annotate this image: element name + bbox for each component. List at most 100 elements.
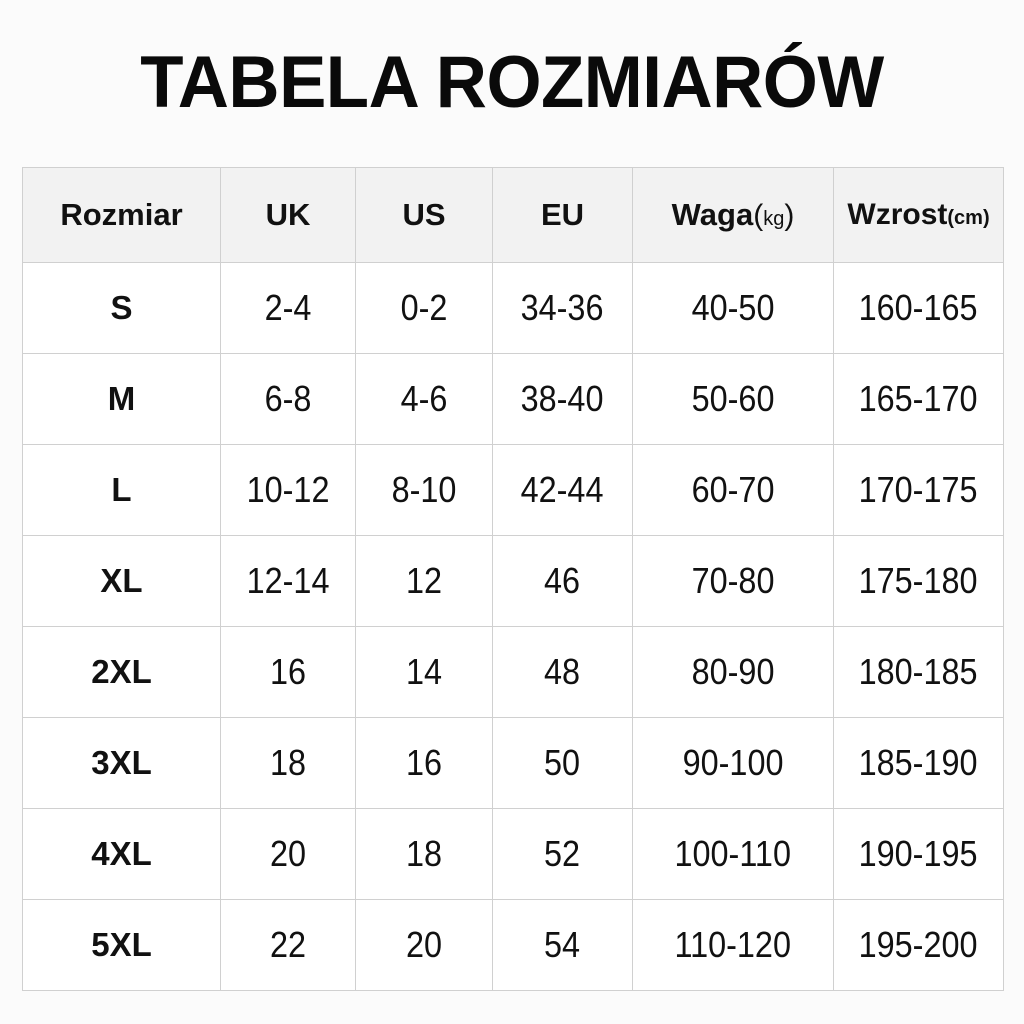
cell-size: 2XL xyxy=(22,626,221,718)
cell-eu: 42-44 xyxy=(492,444,633,536)
cell-eu: 54 xyxy=(492,899,633,991)
cell-size: 5XL xyxy=(22,899,221,991)
size-table: Rozmiar UK US EU Waga(kg) Wzrost(cm) S 2-… xyxy=(22,167,1004,991)
cell-value-uk: 6-8 xyxy=(264,378,312,419)
cell-us: 18 xyxy=(355,808,493,900)
cell-value-weight: 80-90 xyxy=(691,651,775,692)
cell-value-height: 160-165 xyxy=(859,287,978,328)
cell-height: 175-180 xyxy=(833,535,1004,627)
cell-weight: 60-70 xyxy=(632,444,834,536)
column-header-us: US xyxy=(355,167,493,263)
cell-weight: 50-60 xyxy=(632,353,834,445)
table-body: S 2-4 0-2 34-36 40-50 160-165 M 6-8 4-6 38-40 50-6… xyxy=(22,262,1004,991)
column-header-eu: EU xyxy=(492,167,633,263)
cell-eu: 34-36 xyxy=(492,262,633,354)
cell-uk: 18 xyxy=(220,717,356,809)
cell-eu: 46 xyxy=(492,535,633,627)
cell-weight: 100-110 xyxy=(632,808,834,900)
cell-weight: 90-100 xyxy=(632,717,834,809)
column-header-size: Rozmiar xyxy=(22,167,221,263)
cell-value-eu: 52 xyxy=(544,833,581,874)
cell-us: 16 xyxy=(355,717,493,809)
size-table-container: Rozmiar UK US EU Waga(kg) Wzrost(cm) S 2-… xyxy=(22,167,1004,991)
cell-value-weight: 90-100 xyxy=(682,742,784,783)
cell-us: 20 xyxy=(355,899,493,991)
cell-us: 12 xyxy=(355,535,493,627)
cell-value-height: 195-200 xyxy=(859,924,978,965)
table-row: M 6-8 4-6 38-40 50-60 165-170 xyxy=(22,353,1004,445)
cell-value-us: 0-2 xyxy=(400,287,448,328)
cell-uk: 10-12 xyxy=(220,444,356,536)
cell-value-uk: 2-4 xyxy=(264,287,312,328)
cell-eu: 52 xyxy=(492,808,633,900)
weight-paren-close: ) xyxy=(784,199,795,232)
cell-value-weight: 70-80 xyxy=(691,560,775,601)
cell-height: 195-200 xyxy=(833,899,1004,991)
column-header-height: Wzrost(cm) xyxy=(833,167,1004,263)
cell-eu: 38-40 xyxy=(492,353,633,445)
cell-value-height: 165-170 xyxy=(859,378,978,419)
page-title: TABELA ROZMIARÓW xyxy=(140,42,884,123)
table-row: 5XL 22 20 54 110-120 195-200 xyxy=(22,899,1004,991)
weight-paren-open: ( xyxy=(753,199,764,232)
cell-size: 3XL xyxy=(22,717,221,809)
cell-value-eu: 46 xyxy=(544,560,581,601)
cell-value-weight: 60-70 xyxy=(691,469,775,510)
cell-value-height: 180-185 xyxy=(859,651,978,692)
cell-value-us: 14 xyxy=(405,651,443,692)
cell-weight: 110-120 xyxy=(632,899,834,991)
cell-value-us: 8-10 xyxy=(391,469,457,510)
cell-weight: 40-50 xyxy=(632,262,834,354)
cell-value-height: 175-180 xyxy=(859,560,978,601)
table-row: 4XL 20 18 52 100-110 190-195 xyxy=(22,808,1004,900)
column-header-height-label: Wzrost xyxy=(847,198,948,231)
cell-size: 4XL xyxy=(22,808,221,900)
column-header-weight-label: Waga xyxy=(671,197,754,232)
cell-eu: 50 xyxy=(492,717,633,809)
cell-value-eu: 54 xyxy=(544,924,581,965)
cell-weight: 80-90 xyxy=(632,626,834,718)
cell-value-height: 190-195 xyxy=(859,833,978,874)
cell-uk: 16 xyxy=(220,626,356,718)
cell-value-uk: 12-14 xyxy=(246,560,330,601)
cell-value-us: 4-6 xyxy=(400,378,448,419)
cell-uk: 20 xyxy=(220,808,356,900)
weight-unit: kg xyxy=(763,208,785,230)
cell-value-eu: 34-36 xyxy=(521,287,604,328)
cell-uk: 12-14 xyxy=(220,535,356,627)
cell-us: 4-6 xyxy=(355,353,493,445)
cell-value-eu: 38-40 xyxy=(521,378,604,419)
cell-value-us: 20 xyxy=(405,924,443,965)
column-header-weight: Waga(kg) xyxy=(632,167,834,263)
table-row: 3XL 18 16 50 90-100 185-190 xyxy=(22,717,1004,809)
header-row: Rozmiar UK US EU Waga(kg) Wzrost(cm) xyxy=(22,167,1004,263)
cell-height: 160-165 xyxy=(833,262,1004,354)
cell-value-height: 185-190 xyxy=(859,742,978,783)
cell-height: 165-170 xyxy=(833,353,1004,445)
cell-value-weight: 110-120 xyxy=(674,924,792,965)
cell-value-uk: 22 xyxy=(269,924,307,965)
cell-value-weight: 50-60 xyxy=(691,378,775,419)
cell-value-uk: 18 xyxy=(269,742,307,783)
cell-uk: 6-8 xyxy=(220,353,356,445)
cell-uk: 2-4 xyxy=(220,262,356,354)
cell-value-us: 12 xyxy=(405,560,443,601)
cell-us: 14 xyxy=(355,626,493,718)
cell-value-height: 170-175 xyxy=(859,469,978,510)
table-row: S 2-4 0-2 34-36 40-50 160-165 xyxy=(22,262,1004,354)
cell-value-eu: 42-44 xyxy=(521,469,604,510)
cell-value-uk: 16 xyxy=(269,651,307,692)
cell-size: S xyxy=(22,262,221,354)
cell-value-eu: 50 xyxy=(544,742,581,783)
cell-value-uk: 20 xyxy=(269,833,307,874)
cell-uk: 22 xyxy=(220,899,356,991)
cell-size: M xyxy=(22,353,221,445)
cell-weight: 70-80 xyxy=(632,535,834,627)
table-header: Rozmiar UK US EU Waga(kg) Wzrost(cm) xyxy=(22,167,1004,263)
cell-us: 8-10 xyxy=(355,444,493,536)
table-row: 2XL 16 14 48 80-90 180-185 xyxy=(22,626,1004,718)
cell-size: XL xyxy=(22,535,221,627)
table-row: XL 12-14 12 46 70-80 175-180 xyxy=(22,535,1004,627)
cell-value-weight: 40-50 xyxy=(691,287,775,328)
